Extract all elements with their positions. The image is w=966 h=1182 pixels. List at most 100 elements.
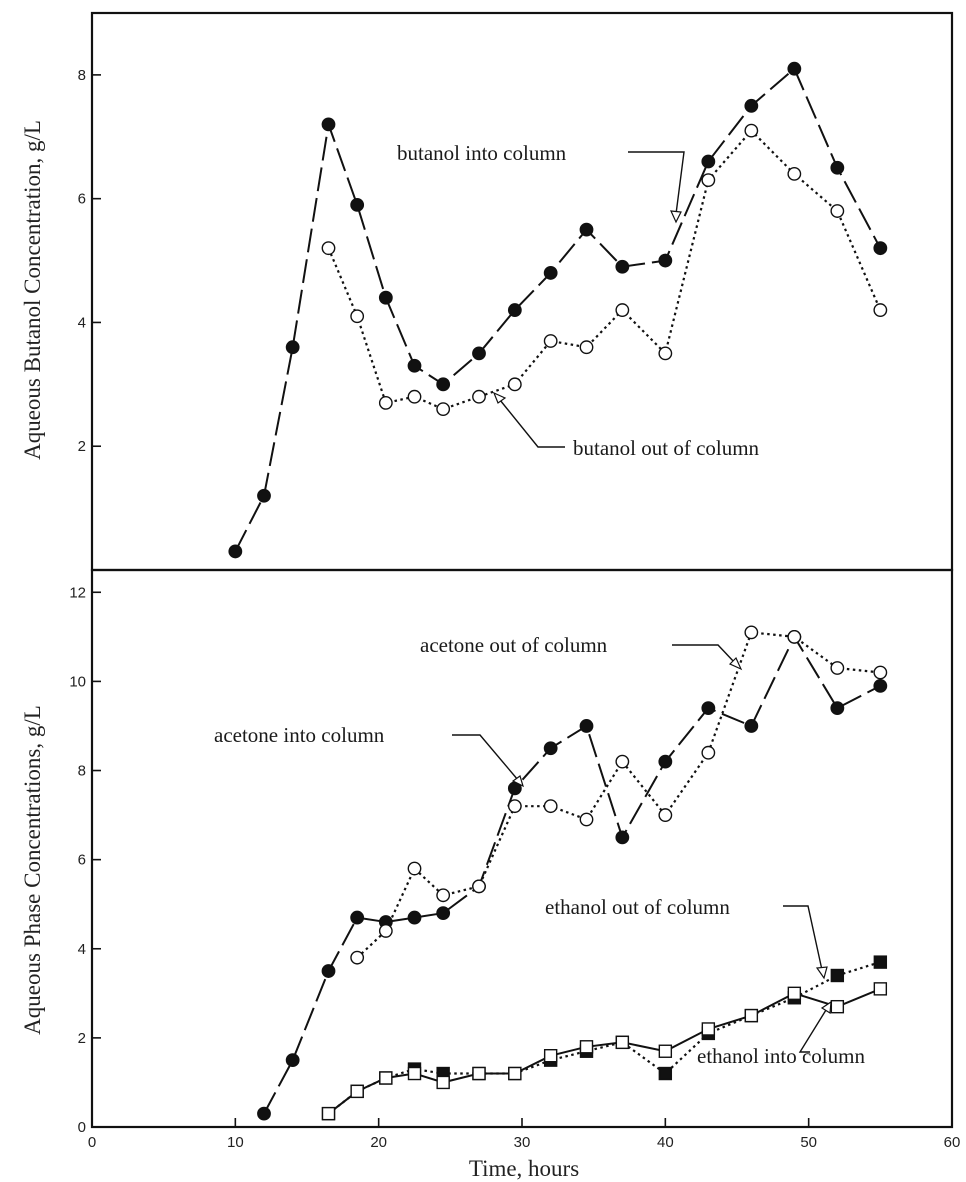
data-point <box>744 123 759 138</box>
data-point <box>787 629 802 644</box>
data-point <box>830 661 845 675</box>
data-point <box>658 1066 673 1081</box>
series-line <box>356 631 881 959</box>
series-line <box>327 128 882 411</box>
data-point <box>579 222 594 237</box>
data-point <box>407 861 422 876</box>
arrowhead-ethanol-out-of-column <box>815 966 828 980</box>
data-point <box>873 955 888 969</box>
data-point <box>379 1071 393 1085</box>
data-point <box>658 346 673 361</box>
data-point <box>350 910 365 925</box>
data-point <box>701 154 716 169</box>
series-butanol-into-column <box>228 61 888 559</box>
annotation-butanol-out-of-column: butanol out of column <box>573 436 760 460</box>
data-point <box>350 309 365 324</box>
data-point <box>378 395 393 410</box>
data-point <box>658 754 673 769</box>
data-point <box>472 1066 486 1081</box>
data-point <box>615 259 630 274</box>
top-y-axis-label: Aqueous Butanol Concentration, g/L <box>20 120 45 460</box>
x-tick-label: 0 <box>88 1134 96 1151</box>
data-point <box>830 999 845 1014</box>
data-point <box>507 303 522 317</box>
x-tick-label: 40 <box>657 1134 674 1151</box>
leader-ethanol-into-column <box>798 1009 827 1053</box>
arrowhead-ethanol-into-column <box>820 1000 832 1015</box>
data-point <box>830 968 845 983</box>
data-point <box>407 910 422 925</box>
series-line <box>327 987 881 1115</box>
data-point <box>701 701 716 716</box>
arrowhead-butanol-into-column <box>670 210 682 224</box>
data-point <box>257 1106 271 1121</box>
y-tick-label: 6 <box>78 852 86 869</box>
data-point <box>543 741 558 756</box>
data-point <box>543 266 558 280</box>
data-point <box>830 204 845 218</box>
y-tick-label: 2 <box>78 438 86 455</box>
y-tick-label: 8 <box>78 763 86 780</box>
annotation-acetone-out-of-column: acetone out of column <box>420 633 608 657</box>
annotation-ethanol-into-column: ethanol into column <box>697 1044 865 1068</box>
series-butanol-out-of-column <box>321 123 888 416</box>
data-point <box>873 665 888 680</box>
y-tick-label: 2 <box>78 1030 86 1047</box>
data-point <box>701 1022 716 1036</box>
data-point <box>787 986 802 1001</box>
data-point <box>543 799 558 814</box>
butanol-panel: 2 4 6 8 <box>78 11 954 572</box>
y-tick-label: 12 <box>69 584 86 601</box>
y-tick-label: 4 <box>78 314 86 331</box>
leader-butanol-out-of-column <box>499 399 565 448</box>
annotation-arrowheads <box>492 210 832 1015</box>
data-point <box>830 160 845 175</box>
data-point <box>830 701 845 716</box>
data-point <box>658 253 673 268</box>
data-point <box>436 888 451 903</box>
x-tick-label: 60 <box>944 1134 961 1151</box>
data-point <box>321 117 336 132</box>
data-point <box>744 719 759 733</box>
y-tick-label: 10 <box>69 673 86 690</box>
data-point <box>508 1066 522 1081</box>
data-point <box>615 1035 630 1050</box>
series-acetone-out-of-column <box>350 625 888 965</box>
data-point <box>701 745 716 760</box>
data-point <box>658 1044 673 1058</box>
data-point <box>787 61 802 76</box>
series-ethanol-out-of-column <box>321 955 888 1121</box>
data-point <box>787 167 802 181</box>
series-ethanol-into-column <box>321 982 888 1121</box>
y-tick-label: 6 <box>78 191 86 208</box>
data-point <box>873 241 888 256</box>
data-point <box>378 290 393 305</box>
data-point <box>228 544 243 559</box>
data-point <box>507 377 522 392</box>
bottom-y-axis-label: Aqueous Phase Concentrations, g/L <box>20 705 45 1035</box>
arrowhead-acetone-into-column <box>511 775 524 788</box>
data-point <box>436 906 451 921</box>
data-point <box>321 1106 336 1121</box>
arrowhead-butanol-out-of-column <box>492 391 507 404</box>
data-point <box>285 1053 300 1068</box>
y-tick-label: 4 <box>78 941 86 958</box>
leader-acetone-into-column <box>452 734 519 781</box>
data-point <box>615 754 630 769</box>
plot-frame <box>90 11 954 572</box>
data-point <box>407 358 422 373</box>
data-point <box>579 812 594 827</box>
data-point <box>873 678 888 693</box>
series-line <box>263 634 881 1115</box>
data-point <box>579 1040 594 1054</box>
data-point <box>472 346 486 361</box>
y-tick-label: 8 <box>78 67 86 84</box>
annotation-acetone-into-column: acetone into column <box>214 723 385 747</box>
data-point <box>257 488 271 503</box>
data-point <box>472 389 486 404</box>
data-point <box>350 1084 364 1099</box>
data-point <box>472 879 486 894</box>
annotation-ethanol-out-of-column: ethanol out of column <box>545 895 730 919</box>
data-point <box>507 799 522 814</box>
